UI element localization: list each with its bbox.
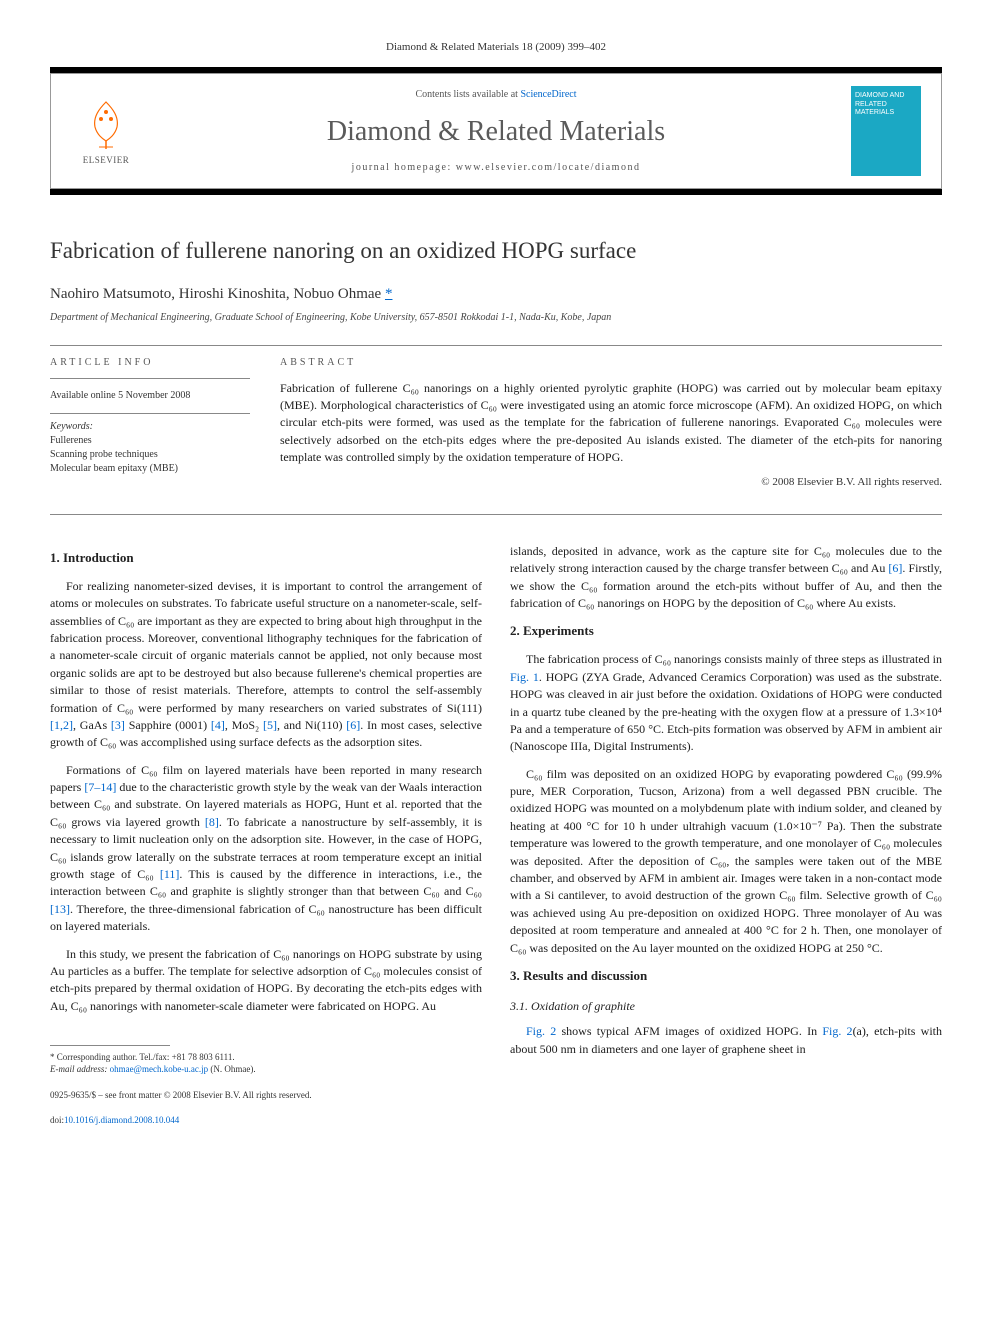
elsevier-logo: ELSEVIER: [71, 91, 141, 171]
contents-prefix: Contents lists available at: [415, 89, 520, 100]
abstract-heading: ABSTRACT: [280, 356, 942, 370]
email-suffix: (N. Ohmae).: [208, 1064, 255, 1074]
citation-link[interactable]: [6]: [346, 718, 360, 732]
divider-bottom: [50, 514, 942, 515]
authors: Naohiro Matsumoto, Hiroshi Kinoshita, No…: [50, 286, 385, 302]
body-text: Sapphire (0001): [125, 718, 211, 732]
email-label: E-mail address:: [50, 1064, 110, 1074]
bottom-black-band: [50, 189, 942, 195]
journal-center: Contents lists available at ScienceDirec…: [161, 88, 831, 175]
citation-link[interactable]: [13]: [50, 902, 70, 916]
body-text: . HOPG (ZYA Grade, Advanced Ceramics Cor…: [510, 670, 942, 754]
paragraph: islands, deposited in advance, work as t…: [510, 543, 942, 613]
authors-line: Naohiro Matsumoto, Hiroshi Kinoshita, No…: [50, 284, 942, 305]
keyword-item: Molecular beam epitaxy (MBE): [50, 462, 250, 476]
info-abstract-row: ARTICLE INFO Available online 5 November…: [50, 356, 942, 490]
body-text: , MoS₂: [225, 718, 263, 732]
section-2-heading: 2. Experiments: [510, 622, 942, 641]
body-text: The fabrication process of C₆₀ nanorings…: [526, 652, 942, 666]
footnote-separator: [50, 1045, 170, 1046]
email-link[interactable]: ohmae@mech.kobe-u.ac.jp: [110, 1064, 209, 1074]
running-head: Diamond & Related Materials 18 (2009) 39…: [50, 40, 942, 55]
sciencedirect-link[interactable]: ScienceDirect: [520, 89, 576, 100]
abstract-col: ABSTRACT Fabrication of fullerene C₆₀ na…: [280, 356, 942, 490]
body-text: shows typical AFM images of oxidized HOP…: [556, 1024, 822, 1038]
citation-link[interactable]: [7–14]: [84, 780, 116, 794]
corresponding-footnote: * Corresponding author. Tel./fax: +81 78…: [50, 1052, 482, 1064]
journal-title: Diamond & Related Materials: [161, 112, 831, 151]
email-footnote: E-mail address: ohmae@mech.kobe-u.ac.jp …: [50, 1064, 482, 1076]
front-matter-line: 0925-9635/$ – see front matter © 2008 El…: [50, 1090, 482, 1102]
keyword-item: Scanning probe techniques: [50, 448, 250, 462]
body-text: For realizing nanometer-sized devises, i…: [50, 579, 482, 715]
doi-line: doi:10.1016/j.diamond.2008.10.044: [50, 1115, 482, 1127]
abstract-text: Fabrication of fullerene C₆₀ nanorings o…: [280, 380, 942, 467]
paragraph: For realizing nanometer-sized devises, i…: [50, 578, 482, 752]
journal-banner: ELSEVIER Contents lists available at Sci…: [50, 73, 942, 189]
article-info-col: ARTICLE INFO Available online 5 November…: [50, 356, 250, 490]
body-text: , GaAs: [73, 718, 111, 732]
keyword-item: Fullerenes: [50, 434, 250, 448]
citation-link[interactable]: [1,2]: [50, 718, 73, 732]
paragraph: The fabrication process of C₆₀ nanorings…: [510, 651, 942, 755]
homepage-url: www.elsevier.com/locate/diamond: [456, 162, 641, 173]
subsection-31-heading: 3.1. Oxidation of graphite: [510, 998, 942, 1015]
article-title: Fabrication of fullerene nanoring on an …: [50, 235, 942, 267]
figure-link[interactable]: Fig. 2: [822, 1024, 852, 1038]
article-info-heading: ARTICLE INFO: [50, 356, 250, 370]
body-text: , and Ni(110): [277, 718, 346, 732]
paragraph: In this study, we present the fabricatio…: [50, 946, 482, 1016]
citation-link[interactable]: [11]: [160, 867, 180, 881]
affiliation: Department of Mechanical Engineering, Gr…: [50, 311, 942, 325]
right-column: islands, deposited in advance, work as t…: [510, 543, 942, 1127]
section-1-heading: 1. Introduction: [50, 549, 482, 568]
journal-homepage: journal homepage: www.elsevier.com/locat…: [161, 161, 831, 175]
figure-link[interactable]: Fig. 1: [510, 670, 539, 684]
doi-label: doi:: [50, 1115, 64, 1125]
available-online-date: Available online 5 November 2008: [50, 385, 250, 407]
corresponding-mark[interactable]: *: [385, 286, 393, 302]
left-column: 1. Introduction For realizing nanometer-…: [50, 543, 482, 1127]
keywords-label: Keywords:: [50, 420, 250, 434]
journal-cover-thumb: DIAMOND AND RELATED MATERIALS: [851, 86, 921, 176]
homepage-prefix: journal homepage:: [352, 162, 456, 173]
body-columns: 1. Introduction For realizing nanometer-…: [50, 543, 942, 1127]
abstract-copyright: © 2008 Elsevier B.V. All rights reserved…: [280, 475, 942, 490]
body-text: islands, deposited in advance, work as t…: [510, 544, 942, 575]
divider-top: [50, 345, 942, 346]
section-3-heading: 3. Results and discussion: [510, 967, 942, 986]
contents-line: Contents lists available at ScienceDirec…: [161, 88, 831, 102]
citation-link[interactable]: [4]: [211, 718, 225, 732]
citation-link[interactable]: [6]: [888, 561, 902, 575]
figure-link[interactable]: Fig. 2: [526, 1024, 556, 1038]
doi-link[interactable]: 10.1016/j.diamond.2008.10.044: [64, 1115, 179, 1125]
citation-link[interactable]: [3]: [111, 718, 125, 732]
paragraph: Formations of C₆₀ film on layered materi…: [50, 762, 482, 936]
citation-link[interactable]: [5]: [263, 718, 277, 732]
paragraph: C₆₀ film was deposited on an oxidized HO…: [510, 766, 942, 957]
citation-link[interactable]: [8]: [205, 815, 219, 829]
paragraph: Fig. 2 shows typical AFM images of oxidi…: [510, 1023, 942, 1058]
elsevier-label: ELSEVIER: [83, 154, 130, 167]
elsevier-tree-icon: [81, 97, 131, 152]
body-text: . Therefore, the three-dimensional fabri…: [50, 902, 482, 933]
